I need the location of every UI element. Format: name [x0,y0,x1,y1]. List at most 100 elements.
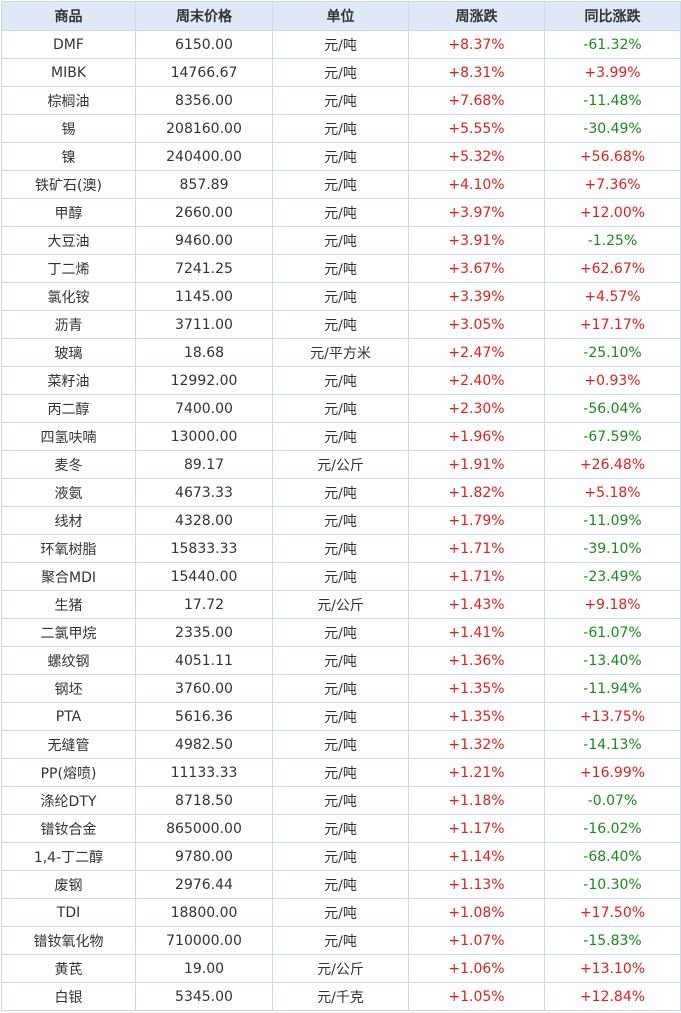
yoy-change-cell: -15.83% [544,926,681,955]
commodity-cell: 涤纶DTY [1,786,136,815]
unit-cell: 元/公斤 [272,954,409,983]
commodity-cell: 菜籽油 [1,366,136,395]
unit-cell: 元/吨 [272,114,409,143]
price-cell: 11133.33 [135,758,273,787]
price-cell: 2976.44 [135,870,273,899]
unit-cell: 元/吨 [272,282,409,311]
weekly-change-cell: +2.30% [408,394,545,423]
commodity-cell: PTA [1,702,136,731]
weekly-change-cell: +1.35% [408,674,545,703]
yoy-change-cell: -30.49% [544,114,681,143]
yoy-change-cell: -1.25% [544,226,681,255]
price-cell: 710000.00 [135,926,273,955]
commodity-cell: 镨钕氧化物 [1,926,136,955]
unit-cell: 元/吨 [272,506,409,535]
price-cell: 5345.00 [135,982,273,1011]
price-cell: 18800.00 [135,898,273,927]
table-row: 锡 208160.00 元/吨 +5.55% -30.49% [1,114,681,143]
commodity-cell: 丙二醇 [1,394,136,423]
price-cell: 4982.50 [135,730,273,759]
unit-cell: 元/吨 [272,730,409,759]
table-row: 四氢呋喃 13000.00 元/吨 +1.96% -67.59% [1,422,681,451]
yoy-change-cell: +12.84% [544,982,681,1011]
table-row: 白银 5345.00 元/千克 +1.05% +12.84% [1,982,681,1011]
table-row: 镍 240400.00 元/吨 +5.32% +56.68% [1,142,681,171]
unit-cell: 元/吨 [272,142,409,171]
unit-cell: 元/吨 [272,366,409,395]
table-row: PTA 5616.36 元/吨 +1.35% +13.75% [1,702,681,731]
commodity-cell: 甲醇 [1,198,136,227]
unit-cell: 元/千克 [272,982,409,1011]
commodity-cell: 氯化铵 [1,282,136,311]
header-commodity: 商品 [1,1,136,31]
price-cell: 6150.00 [135,30,273,59]
table-row: 生猪 17.72 元/公斤 +1.43% +9.18% [1,590,681,619]
commodity-cell: 环氧树脂 [1,534,136,563]
table-row: 涤纶DTY 8718.50 元/吨 +1.18% -0.07% [1,786,681,815]
commodity-cell: 钢坯 [1,674,136,703]
commodity-cell: 镨钕合金 [1,814,136,843]
price-cell: 8718.50 [135,786,273,815]
commodity-cell: 线材 [1,506,136,535]
price-cell: 12992.00 [135,366,273,395]
yoy-change-cell: -23.49% [544,562,681,591]
weekly-change-cell: +1.96% [408,422,545,451]
price-cell: 865000.00 [135,814,273,843]
table-row: PP(熔喷) 11133.33 元/吨 +1.21% +16.99% [1,758,681,787]
unit-cell: 元/吨 [272,562,409,591]
header-weekly-change: 周涨跌 [408,1,545,31]
yoy-change-cell: +56.68% [544,142,681,171]
price-cell: 9780.00 [135,842,273,871]
table-row: 黄芪 19.00 元/公斤 +1.06% +13.10% [1,954,681,983]
unit-cell: 元/吨 [272,702,409,731]
table-header-row: 商品 周末价格 单位 周涨跌 同比涨跌 [1,1,681,31]
weekly-change-cell: +5.32% [408,142,545,171]
table-row: 环氧树脂 15833.33 元/吨 +1.71% -39.10% [1,534,681,563]
yoy-change-cell: +17.50% [544,898,681,927]
unit-cell: 元/吨 [272,310,409,339]
unit-cell: 元/吨 [272,58,409,87]
weekly-change-cell: +3.97% [408,198,545,227]
price-cell: 89.17 [135,450,273,479]
weekly-change-cell: +1.79% [408,506,545,535]
yoy-change-cell: -61.07% [544,618,681,647]
commodity-cell: 废钢 [1,870,136,899]
table-row: 麦冬 89.17 元/公斤 +1.91% +26.48% [1,450,681,479]
commodity-cell: PP(熔喷) [1,758,136,787]
price-cell: 7400.00 [135,394,273,423]
price-cell: 8356.00 [135,86,273,115]
table-body: DMF 6150.00 元/吨 +8.37% -61.32% MIBK 14766.67 元/… [1,30,681,1011]
table-row: MIBK 14766.67 元/吨 +8.31% +3.99% [1,58,681,87]
weekly-change-cell: +7.68% [408,86,545,115]
commodity-cell: 丁二烯 [1,254,136,283]
yoy-change-cell: +7.36% [544,170,681,199]
weekly-change-cell: +3.91% [408,226,545,255]
weekly-change-cell: +3.67% [408,254,545,283]
table-row: 线材 4328.00 元/吨 +1.79% -11.09% [1,506,681,535]
commodity-cell: 白银 [1,982,136,1011]
yoy-change-cell: +9.18% [544,590,681,619]
weekly-change-cell: +1.21% [408,758,545,787]
price-cell: 1145.00 [135,282,273,311]
table-row: 氯化铵 1145.00 元/吨 +3.39% +4.57% [1,282,681,311]
yoy-change-cell: +62.67% [544,254,681,283]
commodity-cell: 镍 [1,142,136,171]
unit-cell: 元/吨 [272,758,409,787]
price-cell: 17.72 [135,590,273,619]
yoy-change-cell: -11.09% [544,506,681,535]
commodity-cell: DMF [1,30,136,59]
yoy-change-cell: -56.04% [544,394,681,423]
table-row: 钢坯 3760.00 元/吨 +1.35% -11.94% [1,674,681,703]
unit-cell: 元/吨 [272,786,409,815]
commodity-cell: 锡 [1,114,136,143]
commodity-cell: 大豆油 [1,226,136,255]
unit-cell: 元/吨 [272,30,409,59]
weekly-change-cell: +8.37% [408,30,545,59]
yoy-change-cell: -68.40% [544,842,681,871]
header-weekend-price: 周末价格 [135,1,273,31]
yoy-change-cell: +16.99% [544,758,681,787]
weekly-change-cell: +1.43% [408,590,545,619]
unit-cell: 元/吨 [272,422,409,451]
price-cell: 3711.00 [135,310,273,339]
